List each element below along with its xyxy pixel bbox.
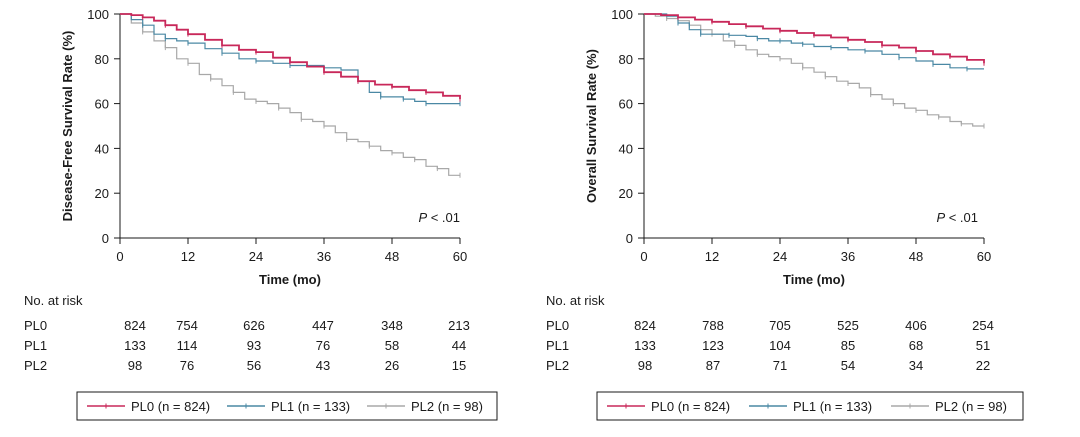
- series-line-pl2: [120, 13, 460, 176]
- y-tick-label: 100: [87, 7, 109, 22]
- at-risk-value: 788: [702, 318, 724, 333]
- at-risk-value: 254: [972, 318, 994, 333]
- y-tick-label: 20: [619, 186, 633, 201]
- at-risk-value: 133: [124, 338, 146, 353]
- x-tick-label: 48: [909, 249, 923, 264]
- at-risk-value: 705: [769, 318, 791, 333]
- at-risk-value: 76: [316, 338, 330, 353]
- legend: PL0 (n = 824) PL1 (n = 133) PL2 (n = 98): [596, 391, 1024, 421]
- y-tick-label: 20: [95, 186, 109, 201]
- x-tick-label: 36: [841, 249, 855, 264]
- p-value-text: < .01: [945, 210, 978, 225]
- at-risk-value: 68: [909, 338, 923, 353]
- at-risk-value: 213: [448, 318, 470, 333]
- at-risk-row-label: PL2: [546, 358, 569, 373]
- at-risk-value: 348: [381, 318, 403, 333]
- y-tick-label: 0: [102, 231, 109, 246]
- x-tick-label: 36: [317, 249, 331, 264]
- at-risk-value: 26: [385, 358, 399, 373]
- p-value-letter: P: [418, 210, 427, 225]
- at-risk-value: 123: [702, 338, 724, 353]
- at-risk-value: 58: [385, 338, 399, 353]
- at-risk-row-label: PL1: [24, 338, 47, 353]
- at-risk-value: 87: [706, 358, 720, 373]
- y-axis-label: Overall Survival Rate (%): [584, 49, 599, 203]
- p-value-annotation: P < .01: [418, 210, 460, 225]
- legend-box: [76, 391, 498, 421]
- x-tick-label: 24: [249, 249, 263, 264]
- y-tick-label: 0: [626, 231, 633, 246]
- at-risk-value: 447: [312, 318, 334, 333]
- legend-label-pl1: PL1 (n = 133): [271, 399, 350, 414]
- y-tick-label: 100: [611, 7, 633, 22]
- at-risk-value: 71: [773, 358, 787, 373]
- legend-label-pl0: PL0 (n = 824): [131, 399, 210, 414]
- series-line-pl0: [120, 13, 461, 100]
- x-axis-label: Time (mo): [783, 272, 845, 287]
- at-risk-value: 114: [177, 338, 198, 353]
- at-risk-value: 22: [976, 358, 990, 373]
- x-tick-label: 60: [977, 249, 991, 264]
- legend-label-pl2: PL2 (n = 98): [935, 399, 1007, 414]
- at-risk-row-label: PL0: [546, 318, 569, 333]
- legend-label-pl1: PL1 (n = 133): [793, 399, 872, 414]
- y-tick-label: 80: [619, 52, 633, 67]
- at-risk-value: 754: [176, 318, 198, 333]
- legend-label-pl2: PL2 (n = 98): [411, 399, 483, 414]
- at-risk-value: 93: [247, 338, 261, 353]
- x-tick-label: 12: [705, 249, 719, 264]
- x-tick-label: 12: [181, 249, 195, 264]
- at-risk-value: 626: [243, 318, 265, 333]
- legend-box: [596, 391, 1024, 421]
- series-line-pl2: [644, 13, 984, 127]
- p-value-text: < .01: [427, 210, 460, 225]
- y-tick-label: 80: [95, 52, 109, 67]
- at-risk-value: 44: [452, 338, 466, 353]
- at-risk-value: 43: [316, 358, 330, 373]
- at-risk-row-label: PL0: [24, 318, 47, 333]
- y-tick-label: 40: [619, 141, 633, 156]
- at-risk-value: 76: [180, 358, 194, 373]
- p-value-annotation: P < .01: [936, 210, 978, 225]
- y-tick-label: 60: [619, 97, 633, 112]
- x-tick-label: 0: [640, 249, 647, 264]
- series-line-pl0: [644, 13, 985, 64]
- at-risk-row-label: PL2: [24, 358, 47, 373]
- x-tick-label: 0: [116, 249, 123, 264]
- at-risk-value: 15: [452, 358, 466, 373]
- legend-label-pl0: PL0 (n = 824): [651, 399, 730, 414]
- at-risk-value: 824: [124, 318, 146, 333]
- series-line-pl1: [644, 13, 984, 70]
- y-tick-label: 40: [95, 141, 109, 156]
- at-risk-value: 98: [128, 358, 142, 373]
- at-risk-value: 525: [837, 318, 859, 333]
- legend: PL0 (n = 824) PL1 (n = 133) PL2 (n = 98): [76, 391, 498, 421]
- x-tick-label: 48: [385, 249, 399, 264]
- at-risk-value: 51: [976, 338, 990, 353]
- at-risk-value: 56: [247, 358, 261, 373]
- y-tick-label: 60: [95, 97, 109, 112]
- at-risk-value: 98: [638, 358, 652, 373]
- x-tick-label: 24: [773, 249, 787, 264]
- chart-panel-2: 0 20 40 60 80 100 0 12 24 36 48 60 Time (mo) Overall …: [546, 7, 1024, 421]
- x-axis-label: Time (mo): [259, 272, 321, 287]
- at-risk-value: 34: [909, 358, 923, 373]
- at-risk-title: No. at risk: [24, 293, 83, 308]
- at-risk-value: 104: [769, 338, 791, 353]
- at-risk-value: 824: [634, 318, 656, 333]
- at-risk-value: 133: [634, 338, 656, 353]
- at-risk-value: 85: [841, 338, 855, 353]
- at-risk-row-label: PL1: [546, 338, 569, 353]
- x-tick-label: 60: [453, 249, 467, 264]
- at-risk-value: 406: [905, 318, 927, 333]
- y-axis-label: Disease-Free Survival Rate (%): [60, 31, 75, 222]
- at-risk-value: 54: [841, 358, 855, 373]
- p-value-letter: P: [936, 210, 945, 225]
- at-risk-title: No. at risk: [546, 293, 605, 308]
- series-line-pl1: [120, 13, 460, 105]
- chart-panel-1: 0 20 40 60 80 100 0 12 24 36 48 60 Time (mo) Disease-…: [24, 7, 498, 421]
